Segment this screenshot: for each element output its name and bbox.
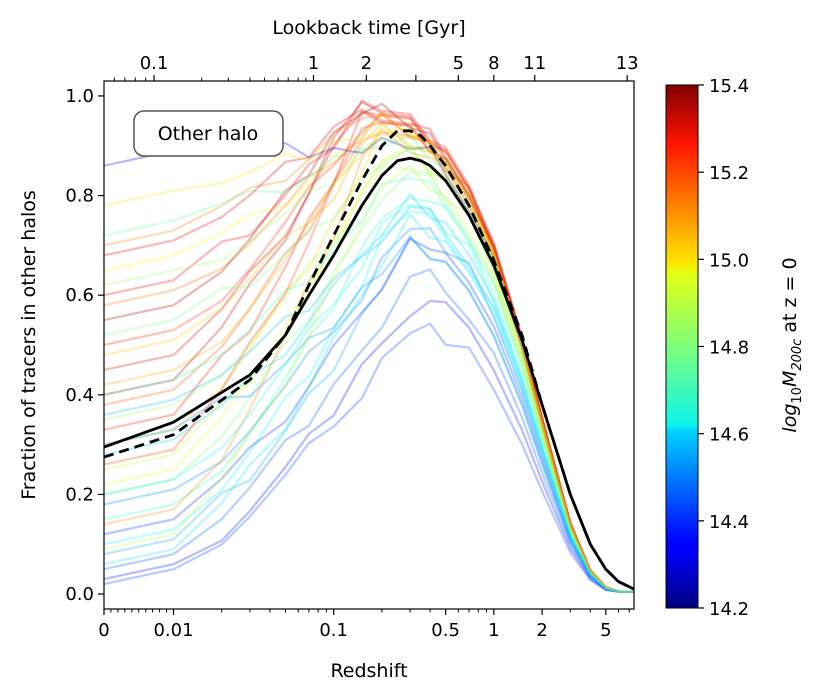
tracer-line: [104, 114, 634, 593]
colorbar-tick-label: 14.4: [709, 512, 749, 533]
y-tick-label: 0.0: [65, 584, 94, 605]
top-tick-label: 0.1: [140, 53, 169, 74]
tracer-line: [104, 127, 634, 593]
top-tick-label: 11: [523, 53, 546, 74]
mean-lines: [104, 129, 634, 591]
tracer-line: [104, 192, 634, 593]
tracer-line: [104, 102, 634, 593]
colorbar-tick-label: 14.2: [709, 599, 749, 620]
y-axis-label: Fraction of tracers in other halos: [18, 190, 40, 500]
tracer-line: [104, 170, 634, 593]
x-tick-label: 0: [98, 620, 109, 641]
x-tick-label: 0.5: [431, 620, 460, 641]
tracer-line: [104, 146, 634, 593]
annotation-box: Other halo: [133, 110, 284, 157]
top-tick-label: 1: [308, 53, 319, 74]
tracer-line: [104, 99, 634, 593]
tracer-line: [104, 133, 634, 593]
tracer-line: [104, 299, 634, 593]
top-axis-label: Lookback time [Gyr]: [272, 17, 465, 39]
x-tick-label: 0.1: [319, 620, 348, 641]
tracer-line: [104, 131, 634, 593]
annotation-text: Other halo: [158, 123, 259, 145]
tracer-line: [104, 235, 634, 593]
tracer-line: [104, 112, 634, 593]
colorbar-label: log10M200c at z = 0: [779, 257, 805, 432]
colorbar-tick-label: 15.0: [709, 250, 749, 271]
plot-frame: [103, 80, 635, 610]
x-tick-label: 0.01: [153, 620, 193, 641]
tracer-line: [104, 176, 634, 593]
tracer-line: [104, 164, 634, 593]
x-axis-label: Redshift: [330, 660, 407, 682]
x-tick-label: 5: [600, 620, 611, 641]
mean-line-dashed: [104, 129, 634, 591]
tracer-line: [104, 268, 634, 593]
colorbar: 14.2 14.4 14.6 14.8 15.0 15.2 15.4 log10M200c …: [665, 76, 805, 620]
tracer-line: [104, 100, 634, 593]
colorbar-tick-label: 14.6: [709, 425, 749, 446]
tracer-line: [104, 137, 634, 593]
tracer-line: [104, 122, 634, 593]
tracer-line: [104, 209, 634, 593]
tracer-line: [104, 121, 634, 593]
colorbar-ticks: 14.2 14.4 14.6 14.8 15.0 15.2 15.4: [698, 76, 749, 620]
top-tick-label: 13: [616, 53, 639, 74]
tracer-line: [104, 127, 634, 593]
tracer-line: [104, 164, 634, 593]
top-tick-label: 2: [361, 53, 372, 74]
tracer-line: [104, 110, 634, 593]
tracer-line: [104, 197, 634, 593]
x-tick-label: 2: [536, 620, 547, 641]
tracer-line: [104, 110, 634, 593]
tracer-line: [104, 212, 634, 593]
tracer-line: [104, 322, 634, 593]
tracer-line: [104, 205, 634, 593]
tracer-line: [104, 147, 634, 593]
colorbar-tick-label: 14.8: [709, 338, 749, 359]
tracer-line: [104, 234, 634, 593]
x-axis: 0 0.01 0.1 0.5 1 2 5: [98, 609, 630, 641]
y-tick-label: 0.2: [65, 484, 94, 505]
colorbar-gradient: [665, 84, 699, 609]
tracer-line: [104, 144, 634, 593]
y-tick-label: 0.6: [65, 285, 94, 306]
y-tick-label: 0.4: [65, 385, 94, 406]
top-tick-label: 5: [453, 53, 464, 74]
colorbar-tick-label: 15.2: [709, 163, 749, 184]
y-tick-label: 1.0: [65, 86, 94, 107]
top-axis: 0.1 1 2 5 8 11 13: [113, 53, 639, 81]
tracer-line: [104, 133, 634, 593]
top-tick-label: 8: [488, 53, 499, 74]
tracer-line: [104, 111, 634, 593]
colorbar-tick-label: 15.4: [709, 76, 749, 97]
tracer-line: [104, 226, 634, 593]
tracer-lines: [104, 99, 634, 593]
tracer-line: [104, 203, 634, 593]
y-axis: 0.0 0.2 0.4 0.6 0.8 1.0: [65, 86, 104, 605]
tracer-line: [104, 237, 634, 593]
y-tick-label: 0.8: [65, 186, 94, 207]
tracer-line: [104, 108, 634, 593]
x-tick-label: 1: [488, 620, 499, 641]
tracer-line: [104, 110, 634, 593]
